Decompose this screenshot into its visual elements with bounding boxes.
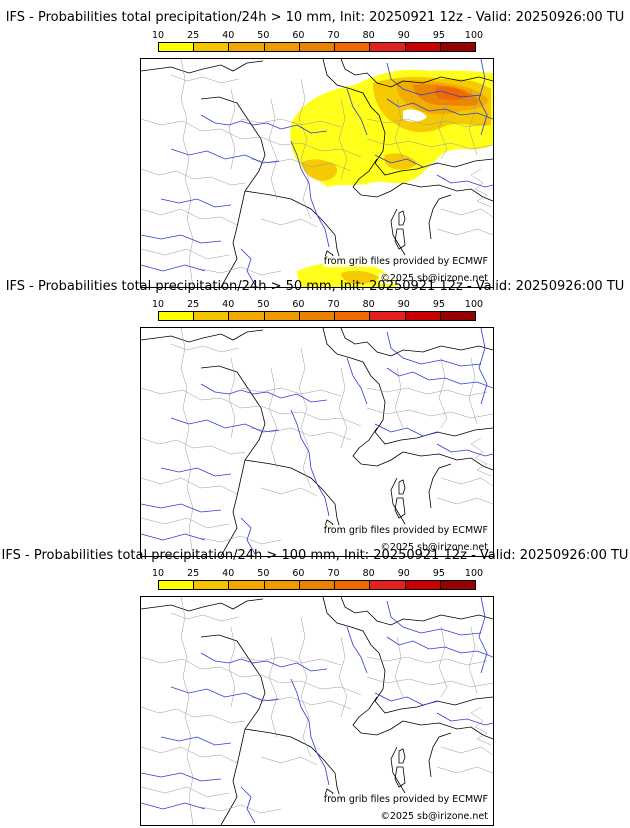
colorbar-swatch: [370, 581, 406, 589]
colorbar-swatch: [264, 581, 300, 589]
colorbar-tick-label: 95: [432, 568, 445, 579]
colorbar-tick-label: 10: [151, 299, 165, 310]
colorbar-swatch: [299, 312, 336, 320]
colorbar-tick-label: 60: [292, 568, 305, 579]
colorbar-tick-label: 25: [187, 568, 200, 579]
map-frame: from grib files provided by ECMWF ©2025 …: [140, 58, 494, 288]
admin-boundaries: [141, 59, 493, 287]
probability-panel-3: IFS - Probabilities total precipitation/…: [0, 548, 630, 826]
source-credit: from grib files provided by ECMWF: [322, 794, 489, 805]
colorbar-swatch: [335, 312, 371, 320]
colorbar-swatch: [370, 43, 406, 51]
colorbar-swatch: [229, 43, 265, 51]
rivers: [141, 597, 493, 824]
colorbar-tick-label: 10: [151, 568, 165, 579]
country-borders: [141, 328, 493, 556]
map-frame: from grib files provided by ECMWF ©2025 …: [140, 596, 494, 826]
colorbar-swatch: [194, 43, 230, 51]
colorbar-tick-label: 100: [464, 30, 484, 41]
source-credit: from grib files provided by ECMWF: [322, 525, 489, 536]
rivers: [141, 328, 493, 555]
precip-area: [384, 153, 417, 170]
colorbar: [158, 580, 476, 590]
colorbar-tick-label: 70: [327, 30, 340, 41]
map-frame: from grib files provided by ECMWF ©2025 …: [140, 327, 494, 557]
colorbar-swatch: [440, 43, 475, 51]
colorbar-swatch: [264, 43, 300, 51]
colorbar-tick-label: 25: [187, 299, 200, 310]
colorbar-labels: 10 25 40 50 60 70 80 90 95 100: [152, 568, 486, 579]
colorbar-swatch: [370, 312, 406, 320]
precip-gap: [403, 109, 427, 122]
colorbar-tick-label: 95: [432, 299, 445, 310]
copyright-credit: ©2025 sb@irizone.net: [379, 542, 489, 553]
colorbar-tick-label: 95: [432, 30, 445, 41]
panel-title: IFS - Probabilities total precipitation/…: [1, 548, 629, 563]
colorbar-tick-label: 40: [222, 30, 235, 41]
panel-title: IFS - Probabilities total precipitation/…: [5, 10, 625, 25]
colorbar-swatch: [405, 581, 441, 589]
admin-boundaries: [141, 328, 493, 556]
colorbar-tick-label: 80: [362, 30, 375, 41]
copyright-credit: ©2025 sb@irizone.net: [379, 811, 489, 822]
colorbar-tick-label: 70: [327, 568, 340, 579]
colorbar: [158, 311, 476, 321]
precip-area: [301, 159, 338, 181]
base-map: [141, 328, 493, 556]
colorbar-swatch: [440, 581, 475, 589]
probability-panel-2: IFS - Probabilities total precipitation/…: [0, 279, 630, 557]
colorbar-tick-label: 80: [362, 299, 375, 310]
panel-title: IFS - Probabilities total precipitation/…: [5, 279, 625, 294]
colorbar-swatch: [264, 312, 300, 320]
colorbar-swatch: [335, 43, 371, 51]
colorbar-swatch: [405, 43, 441, 51]
colorbar-tick-label: 25: [187, 30, 200, 41]
probability-panel-1: IFS - Probabilities total precipitation/…: [0, 10, 630, 288]
colorbar-tick-label: 90: [397, 568, 410, 579]
colorbar-labels: 10 25 40 50 60 70 80 90 95 100: [152, 299, 486, 310]
colorbar-tick-label: 60: [292, 299, 305, 310]
colorbar-swatch: [440, 312, 475, 320]
colorbar-tick-label: 40: [222, 299, 235, 310]
colorbar-tick-label: 90: [397, 299, 410, 310]
colorbar-swatch: [159, 43, 195, 51]
precip-area: [341, 270, 379, 284]
colorbar-swatch: [229, 581, 265, 589]
colorbar-tick-label: 50: [257, 568, 270, 579]
colorbar-tick-label: 90: [397, 30, 410, 41]
colorbar-tick-label: 60: [292, 30, 305, 41]
source-credit: from grib files provided by ECMWF: [322, 256, 489, 267]
colorbar-swatch: [159, 312, 195, 320]
country-borders: [141, 597, 493, 825]
colorbar-tick-label: 50: [257, 299, 270, 310]
colorbar: [158, 42, 476, 52]
colorbar-tick-label: 70: [327, 299, 340, 310]
colorbar-swatch: [335, 581, 371, 589]
colorbar-tick-label: 40: [222, 568, 235, 579]
rivers: [141, 59, 493, 286]
colorbar-tick-label: 50: [257, 30, 270, 41]
colorbar-tick-label: 100: [464, 568, 484, 579]
colorbar-swatch: [299, 581, 336, 589]
colorbar-tick-label: 10: [151, 30, 165, 41]
colorbar-swatch: [194, 312, 230, 320]
colorbar-swatch: [194, 581, 230, 589]
base-map: [141, 59, 493, 287]
colorbar-swatch: [299, 43, 336, 51]
colorbar-labels: 10 25 40 50 60 70 80 90 95 100: [152, 30, 486, 41]
colorbar-swatch: [405, 312, 441, 320]
colorbar-swatch: [159, 581, 195, 589]
colorbar-tick-label: 100: [464, 299, 484, 310]
colorbar-tick-label: 80: [362, 568, 375, 579]
colorbar-swatch: [229, 312, 265, 320]
admin-boundaries: [141, 597, 493, 825]
base-map: [141, 597, 493, 825]
copyright-credit: ©2025 sb@irizone.net: [379, 273, 489, 284]
